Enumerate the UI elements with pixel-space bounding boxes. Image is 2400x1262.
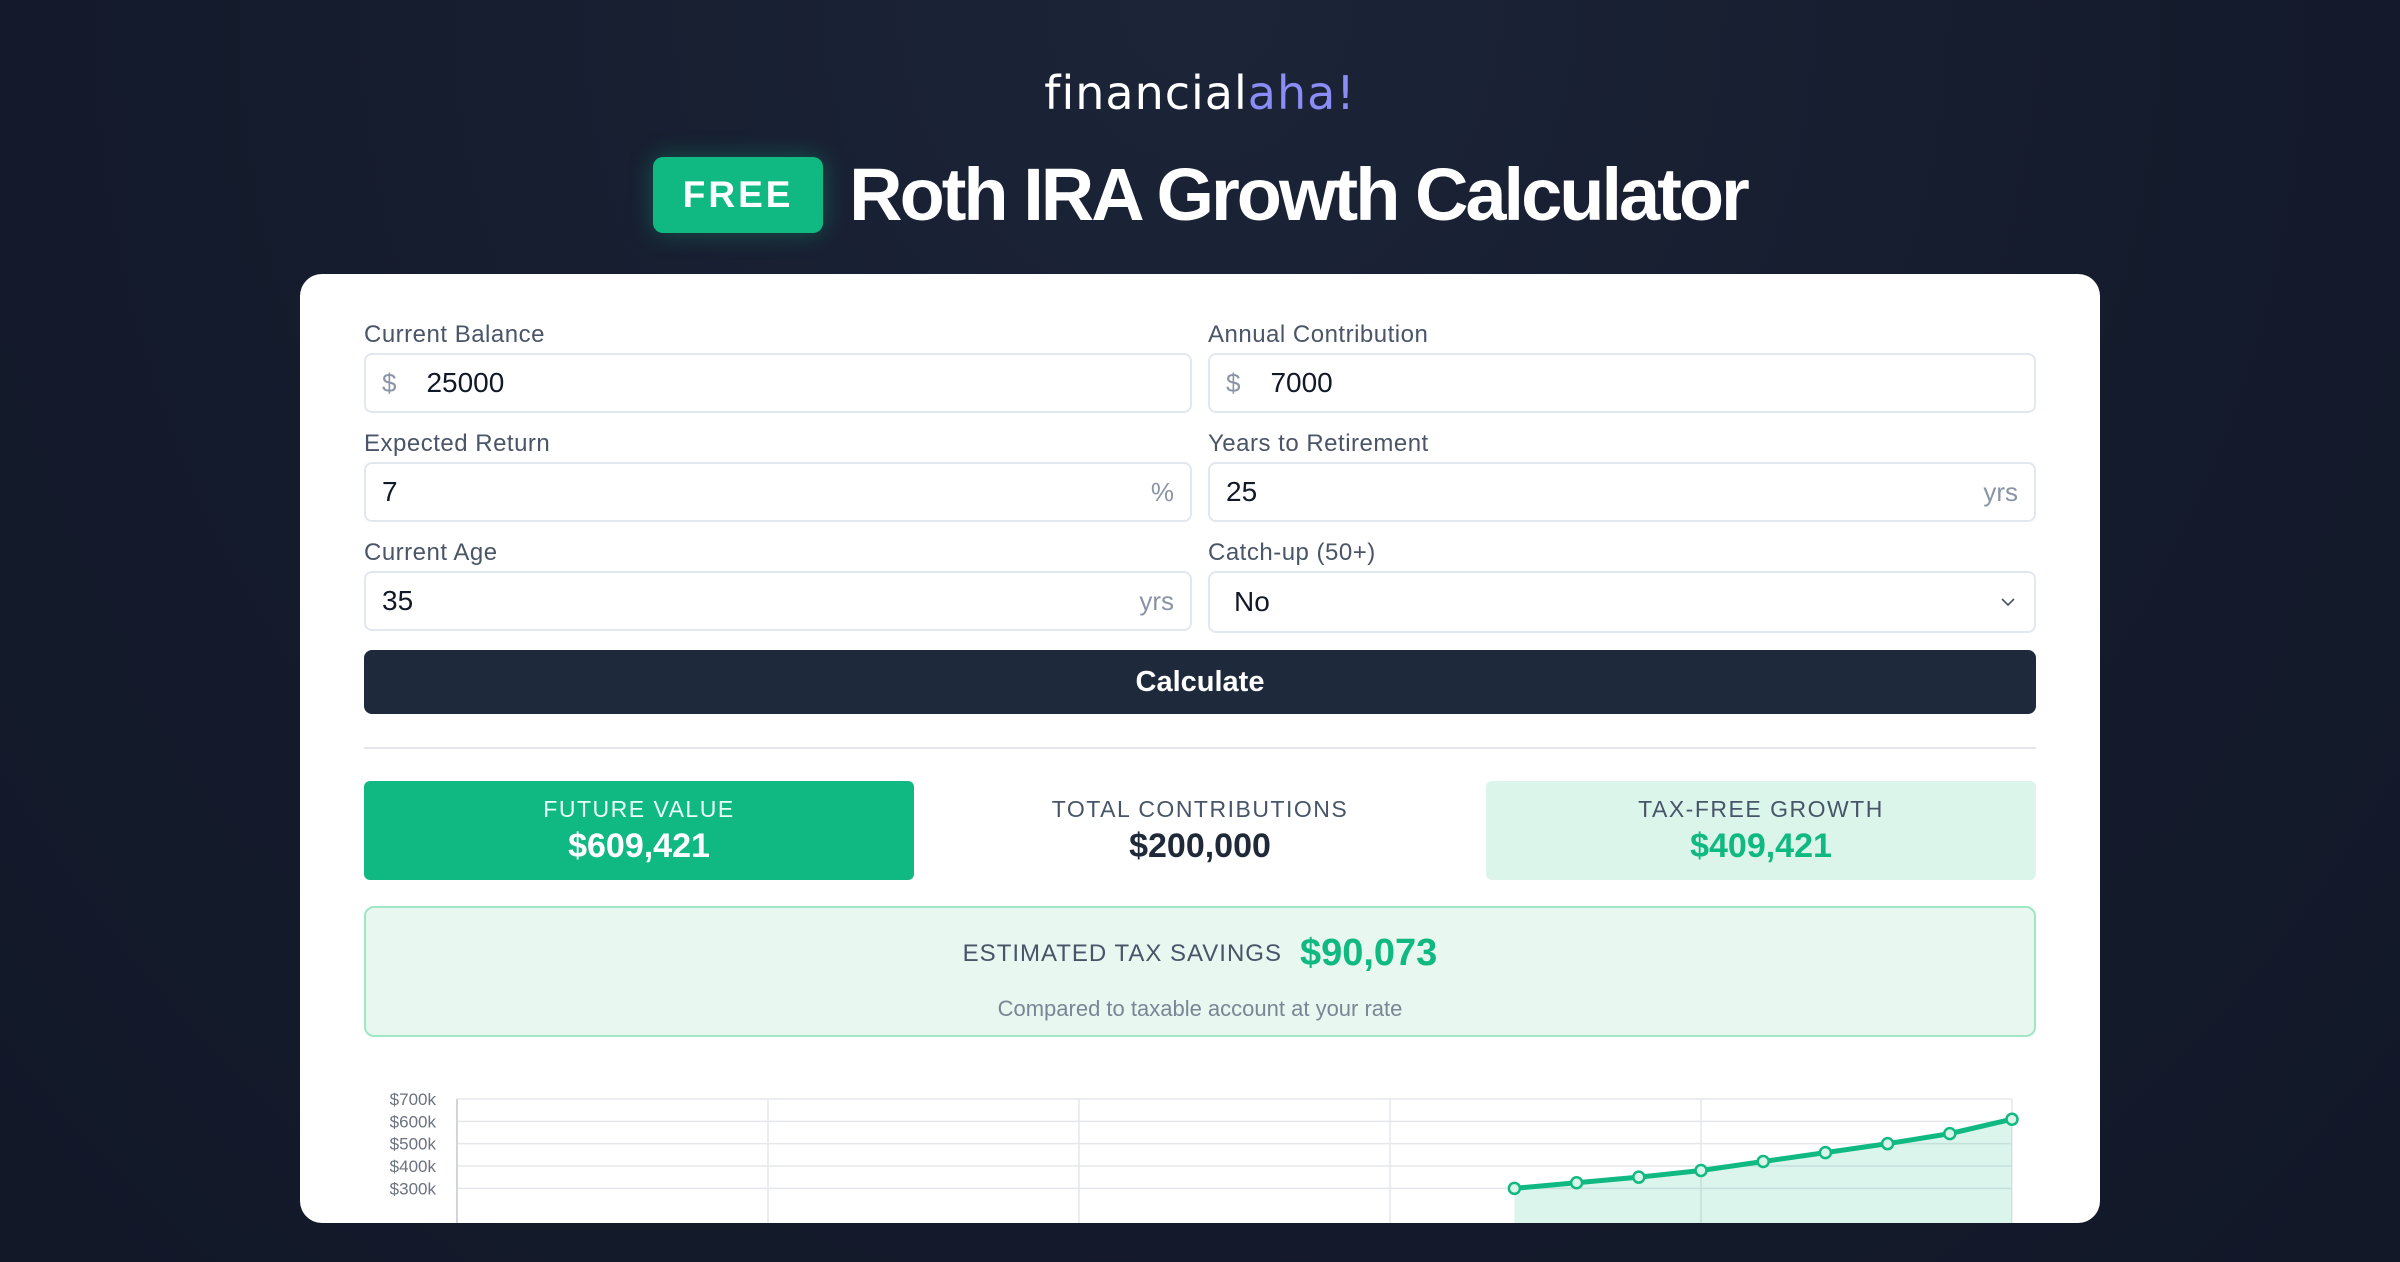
years-to-retirement-label: Years to Retirement (1208, 430, 1429, 457)
expected-return-label: Expected Return (364, 430, 551, 457)
calculate-button[interactable]: Calculate (364, 650, 2036, 714)
expected-return-input[interactable]: 7 % (364, 462, 1192, 522)
current-age-label: Current Age (364, 539, 498, 566)
future-value-card: FUTURE VALUE $609,421 (364, 781, 914, 880)
y-tick-label: $300k (390, 1179, 437, 1198)
total-contributions-label: TOTAL CONTRIBUTIONS (1051, 795, 1349, 822)
divider (364, 747, 2036, 749)
catch-up-label: Catch-up (50+) (1208, 539, 1376, 566)
free-badge: FREE (653, 156, 824, 233)
tax-savings-label: ESTIMATED TAX SAVINGS (962, 939, 1282, 967)
brand-name-accent: aha! (1247, 66, 1356, 120)
series-point (1818, 1145, 1833, 1160)
current-age-value: 35 (382, 585, 414, 616)
current-age-input[interactable]: 35 yrs (364, 571, 1192, 631)
yrs-suffix: yrs (1983, 476, 2018, 507)
series-point (1632, 1170, 1646, 1184)
percent-suffix: % (1150, 476, 1174, 507)
y-tick-label: $400k (390, 1157, 437, 1176)
tax-free-growth-label: TAX-FREE GROWTH (1638, 795, 1884, 822)
series-point (2005, 1112, 2019, 1126)
growth-chart: $700k $600k $500k $400k $300k (390, 1090, 2019, 1223)
future-value-amount: $609,421 (568, 826, 710, 865)
y-tick-label: $500k (390, 1135, 437, 1154)
series-point (1880, 1136, 1895, 1151)
tax-savings-note: Compared to taxable account at your rate (997, 996, 1403, 1021)
series-point (1569, 1176, 1584, 1190)
page-title: Roth IRA Growth Calculator (849, 153, 1750, 236)
tax-savings-panel: ESTIMATED TAX SAVINGS $90,073 Compared t… (364, 906, 2036, 1037)
y-tick-label: $700k (390, 1090, 437, 1109)
chevron-down-icon (2001, 598, 2015, 607)
future-value-label: FUTURE VALUE (543, 795, 735, 822)
brand-logo[interactable]: financialaha! (0, 66, 2400, 120)
dollar-prefix: $ (382, 367, 397, 398)
dollar-prefix: $ (1226, 367, 1241, 398)
annual-contribution-label: Annual Contribution (1208, 321, 1429, 348)
page-header: FREE Roth IRA Growth Calculator (0, 152, 2400, 237)
series-point (1694, 1163, 1708, 1178)
series-point (1756, 1154, 1770, 1169)
series-point (1507, 1181, 1522, 1196)
years-to-retirement-input[interactable]: 25 yrs (1208, 462, 2036, 522)
current-balance-label: Current Balance (364, 321, 545, 348)
catch-up-value: No (1234, 586, 1270, 617)
calculator-card: Current Balance $ 25000 Annual Contribut… (300, 274, 2100, 1223)
tax-savings-amount: $90,073 (1299, 932, 1438, 974)
current-balance-value: 25000 (426, 367, 505, 398)
brand-name-main: financial (1044, 66, 1248, 120)
annual-contribution-input[interactable]: $ 7000 (1208, 353, 2036, 413)
tax-free-growth-amount: $409,421 (1690, 826, 1832, 865)
yrs-suffix: yrs (1139, 585, 1174, 616)
total-contributions-amount: $200,000 (1129, 826, 1271, 865)
expected-return-value: 7 (382, 476, 398, 507)
series-point (1943, 1126, 1957, 1141)
tax-free-growth-card: TAX-FREE GROWTH $409,421 (1486, 781, 2036, 880)
current-balance-input[interactable]: $ 25000 (364, 353, 1192, 413)
years-to-retirement-value: 25 (1226, 476, 1258, 507)
annual-contribution-value: 7000 (1270, 367, 1333, 398)
total-contributions-card: TOTAL CONTRIBUTIONS $200,000 (925, 781, 1475, 880)
catch-up-select[interactable]: No (1208, 571, 2036, 633)
y-tick-label: $600k (390, 1112, 437, 1131)
